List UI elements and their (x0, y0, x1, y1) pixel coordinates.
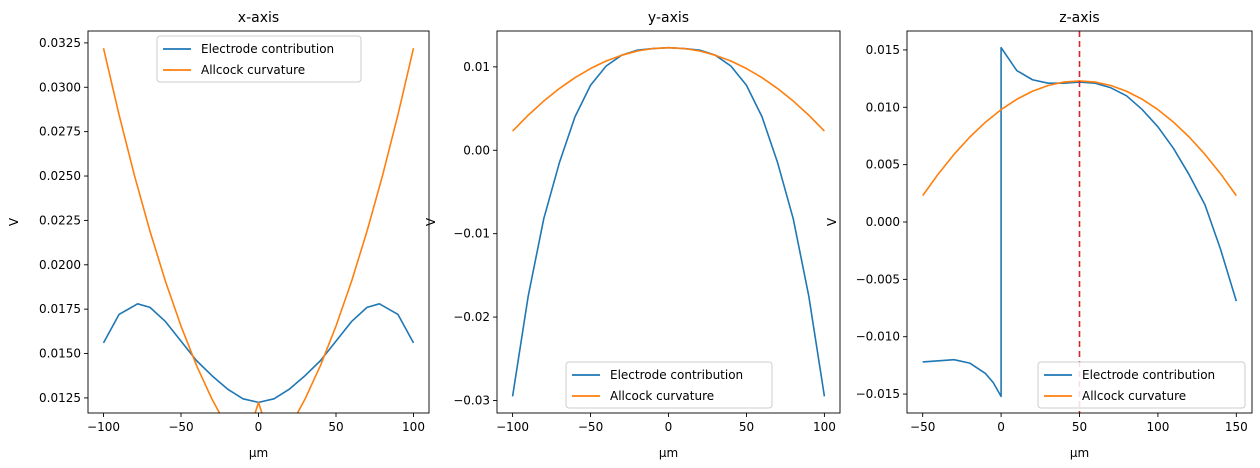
y-tick-label: 0.010 (866, 100, 900, 114)
legend: Electrode contribution Allcock curvature (156, 35, 362, 83)
y-tick-label: 0.0200 (39, 258, 81, 272)
x-tick-label: −50 (910, 420, 935, 434)
y-tick-label: 0.005 (866, 158, 900, 172)
legend-entry-label: Allcock curvature (610, 389, 714, 403)
panel-z-axis: z-axis μm V −50 0 50 100 150 −0.015 −0.010 −0.0… (825, 10, 1253, 460)
y-tick-label: 0.0325 (39, 36, 81, 50)
x-tick-label: 100 (813, 420, 836, 434)
x-tick-label: 150 (1225, 420, 1248, 434)
y-tick-label: 0.000 (866, 215, 900, 229)
y-tick-label: 0.015 (866, 43, 900, 57)
x-axis-label: μm (659, 446, 678, 460)
legend-box (565, 361, 773, 409)
x-tick-label: 100 (1146, 420, 1169, 434)
y-tick-label: −0.015 (856, 387, 900, 401)
legend-box (1037, 361, 1246, 409)
x-tick-label: 50 (328, 420, 343, 434)
series-line-allcock-curvature (922, 80, 1237, 197)
legend-box (156, 35, 362, 83)
x-tick-label: −50 (168, 420, 193, 434)
y-tick-label: 0.0225 (39, 213, 81, 227)
x-axis-label: μm (1070, 446, 1089, 460)
panel-title: x-axis (238, 10, 279, 26)
y-tick-label: 0.0275 (39, 125, 81, 139)
panel-x-axis: x-axis μm V −100 −50 0 50 100 0.0125 0.0150 0.0… (7, 10, 430, 460)
legend-entry-label: Electrode contribution (201, 42, 334, 56)
legend-entry-label: Allcock curvature (201, 63, 305, 77)
y-tick-label: −0.02 (453, 310, 490, 324)
legend-entry-label: Electrode contribution (610, 368, 743, 382)
x-tick-label: 100 (402, 420, 425, 434)
x-tick-label: 0 (255, 420, 263, 434)
x-tick-label: 50 (739, 420, 754, 434)
y-tick-label: 0.0300 (39, 80, 81, 94)
y-tick-label: −0.010 (856, 330, 900, 344)
x-tick-label: 50 (1072, 420, 1087, 434)
legend-entry-label: Allcock curvature (1082, 389, 1186, 403)
y-axis-label: V (424, 217, 438, 226)
x-tick-label: −100 (496, 420, 529, 434)
y-tick-label: 0.0125 (39, 391, 81, 405)
legend: Electrode contribution Allcock curvature (1037, 361, 1246, 409)
y-tick-label: −0.005 (856, 272, 900, 286)
panel-y-axis: y-axis μm V −100 −50 0 50 100 −0.03 −0.02 −0.01… (424, 10, 841, 460)
x-tick-label: −100 (87, 420, 120, 434)
series-line-allcock-curvature (102, 48, 415, 413)
panel-title: z-axis (1059, 10, 1099, 26)
x-tick-label: 0 (997, 420, 1005, 434)
series-line-allcock-curvature (512, 46, 825, 132)
x-tick-label: 0 (665, 420, 673, 434)
y-axis-label: V (7, 217, 21, 226)
y-tick-label: 0.00 (463, 143, 490, 157)
y-tick-label: 0.0175 (39, 302, 81, 316)
y-tick-label: 0.01 (463, 60, 490, 74)
y-axis-label: V (825, 217, 839, 226)
x-tick-label: −50 (578, 420, 603, 434)
panel-title: y-axis (648, 10, 689, 26)
y-tick-label: 0.0250 (39, 169, 81, 183)
legend-entry-label: Electrode contribution (1082, 368, 1215, 382)
y-tick-label: 0.0150 (39, 347, 81, 361)
y-tick-label: −0.01 (453, 227, 490, 241)
y-tick-label: −0.03 (453, 393, 490, 407)
x-axis-label: μm (249, 446, 268, 460)
legend: Electrode contribution Allcock curvature (565, 361, 773, 409)
